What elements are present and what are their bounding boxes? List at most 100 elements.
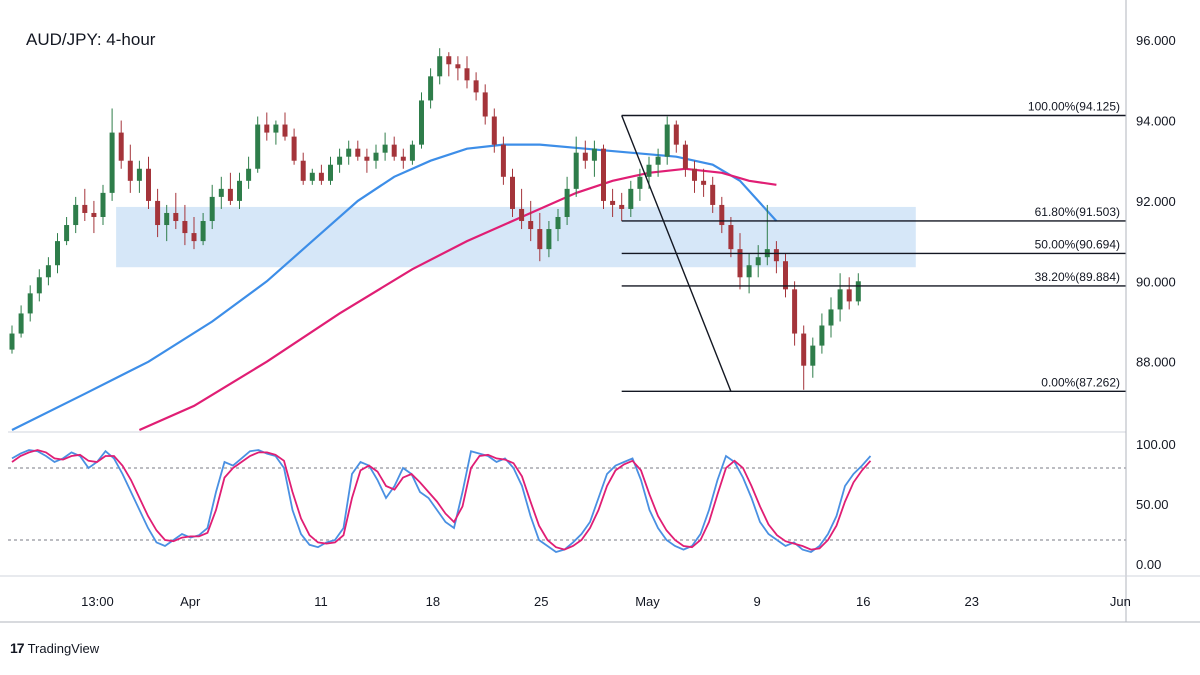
candle xyxy=(737,233,743,290)
candle-body xyxy=(27,293,33,314)
stochastic-tick-label: 0.00 xyxy=(1136,557,1161,572)
candle-body xyxy=(855,281,861,302)
candle xyxy=(391,136,397,161)
candle xyxy=(755,245,761,278)
candle xyxy=(182,204,188,246)
candle xyxy=(719,196,725,234)
candle xyxy=(446,52,452,77)
candle xyxy=(473,72,479,101)
candle-body xyxy=(664,124,670,157)
support-zone-layer xyxy=(116,206,916,268)
candle xyxy=(118,120,124,169)
candle xyxy=(601,144,606,209)
fib-level-label: 100.00%(94.125) xyxy=(1028,100,1120,114)
candle-body xyxy=(819,325,825,346)
candle xyxy=(610,188,616,217)
candle-body xyxy=(555,216,561,230)
candle-body xyxy=(837,289,843,310)
candle xyxy=(300,152,306,185)
candle xyxy=(136,160,142,193)
candle-body xyxy=(191,233,197,242)
candle-body xyxy=(246,168,252,181)
candle-body xyxy=(500,144,506,177)
candle-body xyxy=(391,144,397,157)
candle-body xyxy=(237,180,242,201)
candle-body xyxy=(173,212,179,222)
candle xyxy=(519,188,525,230)
time-tick-label: Jun xyxy=(1110,594,1131,609)
time-tick-label: 9 xyxy=(753,594,760,609)
candle-body xyxy=(582,152,588,161)
candle xyxy=(846,277,852,310)
candle-body xyxy=(91,212,97,217)
tradingview-logo-icon: 17 xyxy=(10,640,25,656)
candle-body xyxy=(227,188,233,201)
candle-body xyxy=(846,289,852,302)
candle-body xyxy=(409,144,415,161)
candle-body xyxy=(710,184,716,205)
candle xyxy=(491,108,497,153)
candle-body xyxy=(610,200,616,205)
time-tick-label: 18 xyxy=(426,594,440,609)
candle-body xyxy=(801,333,807,366)
candle-body xyxy=(309,172,315,181)
candle xyxy=(837,273,843,322)
candle-body xyxy=(55,241,60,266)
candle xyxy=(655,148,661,177)
candle xyxy=(237,172,242,209)
candle xyxy=(45,257,51,286)
candle-body xyxy=(337,156,343,165)
candle-body xyxy=(646,164,652,177)
candle-body xyxy=(200,221,206,242)
candle-body xyxy=(73,204,79,226)
candle-body xyxy=(45,265,51,278)
candle-body xyxy=(36,277,42,294)
candle xyxy=(27,285,33,322)
stochastic-d-line xyxy=(11,449,872,551)
time-tick-label: May xyxy=(635,594,660,609)
brand-name: TradingView xyxy=(27,640,100,656)
candle-body xyxy=(637,176,643,189)
candle-body xyxy=(510,176,515,209)
fib-trend-line xyxy=(621,115,732,392)
candle xyxy=(209,184,215,230)
candle xyxy=(36,269,42,302)
candle xyxy=(664,116,670,165)
candle-body xyxy=(382,144,388,153)
brand-watermark: 17 TradingView xyxy=(10,640,99,656)
price-tick-label: 90.000 xyxy=(1136,274,1176,289)
candle xyxy=(255,116,261,173)
candle xyxy=(373,144,379,169)
candle-body xyxy=(591,148,597,161)
candle-body xyxy=(810,345,816,366)
candle-body xyxy=(373,152,379,161)
stochastic-tick-label: 50.00 xyxy=(1136,497,1169,512)
candle-body xyxy=(491,116,497,145)
candle-body xyxy=(100,192,106,217)
candle xyxy=(437,48,443,85)
candle-body xyxy=(328,164,333,181)
support-zone xyxy=(116,206,916,268)
candle xyxy=(328,156,333,185)
candle xyxy=(246,156,252,189)
candle-body xyxy=(628,188,634,209)
candle-body xyxy=(282,124,288,137)
candle xyxy=(773,241,779,274)
candle xyxy=(428,68,434,109)
candle xyxy=(455,56,461,81)
candle xyxy=(100,184,106,226)
candle xyxy=(173,192,179,230)
candle xyxy=(701,168,707,197)
candle-body xyxy=(291,136,297,161)
candle xyxy=(591,140,597,177)
candle xyxy=(464,56,470,89)
candle-body xyxy=(218,188,224,197)
candle xyxy=(355,140,361,161)
candle-body xyxy=(273,124,279,133)
candle xyxy=(628,180,634,217)
fib-level-label: 61.80%(91.503) xyxy=(1035,205,1120,219)
stochastic-layer xyxy=(8,431,1126,553)
candle-body xyxy=(419,100,424,145)
time-tick-label: 23 xyxy=(964,594,978,609)
